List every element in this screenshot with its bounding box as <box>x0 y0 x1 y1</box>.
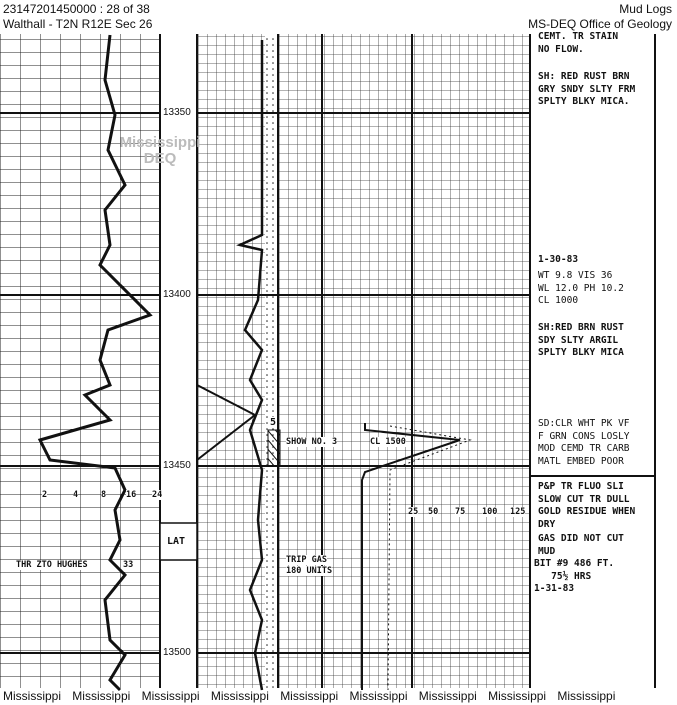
remark: SD:CLR WHT PK VF F GRN CONS LOSLY MOD CE… <box>538 418 630 467</box>
sample-number: 5 <box>270 417 277 428</box>
footer-text: Mississippi <box>349 689 408 703</box>
footer-text: Mississippi <box>72 689 131 703</box>
mdeq-watermark-logo: Mississippi DEQ <box>105 135 215 167</box>
footer-watermark: Mississippi Mississippi Mississippi Mississ… <box>3 689 627 703</box>
watermark-line1: Mississippi <box>119 134 201 151</box>
show-label: SHOW NO. 3 <box>286 437 338 447</box>
depth-label: 13450 <box>163 460 191 471</box>
remark-date: 1-30-83 <box>538 254 579 265</box>
rop-curve <box>37 34 153 692</box>
gas-scale-label: 75 <box>455 507 466 517</box>
footer-text: Mississippi <box>418 689 477 703</box>
scale-label: 8 <box>101 490 107 500</box>
footer-text: Mississippi <box>141 689 200 703</box>
footer-text: Mississippi <box>3 689 62 703</box>
gas-scale-label: 125 <box>510 507 526 517</box>
document-id: 23147201450000 : 28 of 38 <box>3 2 150 16</box>
depth-label: 13500 <box>163 647 191 658</box>
sample-hatch <box>267 429 281 467</box>
well-location: Walthall - T2N R12E Sec 26 <box>3 17 153 31</box>
footer-text: Mississippi <box>280 689 339 703</box>
remark: GAS DID NOT CUT MUD <box>538 533 624 557</box>
footer-text: Mississippi <box>557 689 616 703</box>
left-track-grid <box>0 34 160 688</box>
gas-scale-label: 100 <box>482 507 498 517</box>
gas-scale-label: 25 <box>408 507 419 517</box>
scale-label: 2 <box>42 490 48 500</box>
gas-curve <box>361 423 461 690</box>
trip-gas-label: TRIP GAS <box>286 555 327 565</box>
agency-name: MS-DEQ Office of Geology <box>528 17 672 31</box>
footer-text: Mississippi <box>210 689 269 703</box>
document-type: Mud Logs <box>619 2 672 16</box>
remark: SH: RED RUST BRN GRY SNDY SLTY FRM SPLTY… <box>538 71 636 107</box>
trip-gas-units: 180 UNITS <box>286 566 333 576</box>
lat-box <box>159 522 198 561</box>
remark: SH:RED BRN RUST SDY SLTY ARGIL SPLTY BLK… <box>538 322 624 358</box>
lat-label: LAT <box>167 536 186 547</box>
bit-record: BIT #9 486 FT. 75½ HRS <box>534 558 615 582</box>
remark: CEMT. TR STAIN NO FLOW. <box>538 31 619 55</box>
depth-label: 13350 <box>163 107 191 118</box>
remark: P&P TR FLUO SLI SLOW CUT TR DULL GOLD RE… <box>538 481 636 530</box>
remark-date: 1-31-83 <box>534 583 575 594</box>
watermark-line2: DEQ <box>143 150 177 167</box>
gas-scale-label: 50 <box>428 507 439 517</box>
lithology-column <box>197 34 265 688</box>
bit-annotation: THR ZTO HUGHES <box>16 560 88 570</box>
gas-track-grid <box>278 34 530 688</box>
mud-properties: WT 9.8 VIS 36 WL 12.0 PH 10.2 CL 1000 <box>538 270 624 306</box>
depth-label: 13400 <box>163 289 191 300</box>
scale-label: 4 <box>73 490 79 500</box>
bit-annotation-value: 33 <box>123 560 134 570</box>
footer-text: Mississippi <box>488 689 547 703</box>
scale-label: 16 <box>126 490 137 500</box>
chloride-label: CL 1500 <box>370 437 406 447</box>
scale-label: 24 <box>152 490 163 500</box>
lithology-curve <box>236 40 264 691</box>
